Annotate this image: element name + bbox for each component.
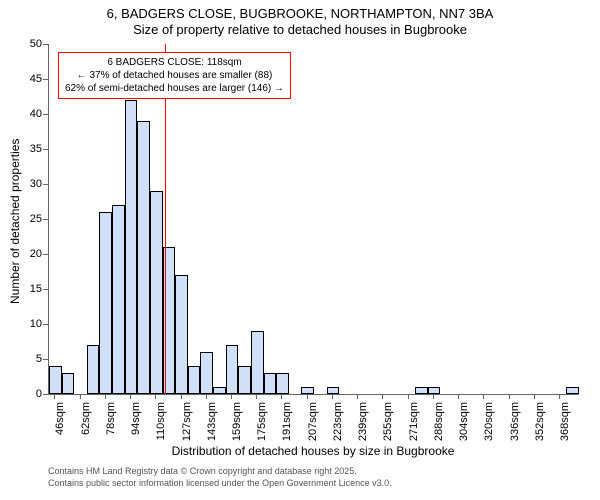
x-tick: [534, 394, 535, 399]
y-tick-label: 5: [20, 353, 42, 365]
histogram-bar: [213, 387, 226, 394]
chart-title-main: 6, BADGERS CLOSE, BUGBROOKE, NORTHAMPTON…: [0, 6, 600, 21]
x-tick-label: 46sqm: [54, 402, 66, 452]
y-tick: [43, 79, 48, 80]
x-tick: [155, 394, 156, 399]
y-tick: [43, 289, 48, 290]
histogram-bar: [226, 345, 239, 394]
histogram-bar: [49, 366, 62, 394]
y-tick: [43, 184, 48, 185]
x-tick: [206, 394, 207, 399]
x-tick: [281, 394, 282, 399]
histogram-bar: [327, 387, 340, 394]
annotation-line: ← 37% of detached houses are smaller (88…: [65, 69, 284, 82]
x-tick-label: 239sqm: [357, 402, 369, 452]
y-tick: [43, 44, 48, 45]
histogram-bar: [238, 366, 251, 394]
histogram-bar: [137, 121, 150, 394]
x-tick-label: 336sqm: [509, 402, 521, 452]
y-tick-label: 30: [20, 178, 42, 190]
x-tick: [181, 394, 182, 399]
x-tick-label: 288sqm: [433, 402, 445, 452]
histogram-bar: [99, 212, 112, 394]
y-tick-label: 35: [20, 143, 42, 155]
x-tick-label: 159sqm: [231, 402, 243, 452]
x-tick: [54, 394, 55, 399]
x-tick: [433, 394, 434, 399]
annotation-line: 6 BADGERS CLOSE: 118sqm: [65, 56, 284, 69]
histogram-bar: [251, 331, 264, 394]
y-tick: [43, 324, 48, 325]
x-tick: [483, 394, 484, 399]
x-tick-label: 191sqm: [281, 402, 293, 452]
y-tick-label: 25: [20, 213, 42, 225]
x-tick-label: 304sqm: [458, 402, 470, 452]
x-tick: [130, 394, 131, 399]
y-tick-label: 45: [20, 73, 42, 85]
x-tick-label: 207sqm: [307, 402, 319, 452]
histogram-bar: [125, 100, 138, 394]
x-tick: [458, 394, 459, 399]
histogram-bar: [301, 387, 314, 394]
x-tick-label: 320sqm: [483, 402, 495, 452]
y-tick-label: 20: [20, 248, 42, 260]
x-tick-label: 368sqm: [559, 402, 571, 452]
x-tick: [357, 394, 358, 399]
x-tick-label: 271sqm: [408, 402, 420, 452]
y-tick-label: 50: [20, 38, 42, 50]
x-tick-label: 110sqm: [155, 402, 167, 452]
x-tick-label: 255sqm: [382, 402, 394, 452]
x-tick: [307, 394, 308, 399]
histogram-bar: [175, 275, 188, 394]
x-tick: [408, 394, 409, 399]
annotation-box: 6 BADGERS CLOSE: 118sqm ← 37% of detache…: [58, 52, 291, 99]
y-tick-label: 15: [20, 283, 42, 295]
footer-line: Contains HM Land Registry data © Crown c…: [48, 466, 392, 478]
y-tick-label: 10: [20, 318, 42, 330]
y-tick: [43, 219, 48, 220]
y-tick: [43, 394, 48, 395]
x-tick: [231, 394, 232, 399]
x-tick-label: 223sqm: [332, 402, 344, 452]
histogram-bar: [150, 191, 163, 394]
y-tick: [43, 254, 48, 255]
histogram-bar: [188, 366, 201, 394]
x-tick-label: 175sqm: [256, 402, 268, 452]
histogram-bar: [264, 373, 277, 394]
chart-title-sub: Size of property relative to detached ho…: [0, 22, 600, 37]
x-tick: [332, 394, 333, 399]
footer-line: Contains public sector information licen…: [48, 478, 392, 490]
x-tick-label: 352sqm: [534, 402, 546, 452]
x-tick: [105, 394, 106, 399]
y-tick: [43, 114, 48, 115]
histogram-bar: [87, 345, 100, 394]
x-tick-label: 78sqm: [105, 402, 117, 452]
x-tick-label: 94sqm: [130, 402, 142, 452]
histogram-bar: [112, 205, 125, 394]
chart-container: 6, BADGERS CLOSE, BUGBROOKE, NORTHAMPTON…: [0, 0, 600, 500]
histogram-bar: [566, 387, 579, 394]
y-tick-label: 40: [20, 108, 42, 120]
x-tick-label: 62sqm: [80, 402, 92, 452]
x-tick-label: 143sqm: [206, 402, 218, 452]
x-tick: [509, 394, 510, 399]
y-tick: [43, 359, 48, 360]
histogram-bar: [428, 387, 441, 394]
y-tick: [43, 149, 48, 150]
annotation-line: 62% of semi-detached houses are larger (…: [65, 82, 284, 95]
x-tick: [382, 394, 383, 399]
y-tick-label: 0: [20, 388, 42, 400]
x-tick-label: 127sqm: [181, 402, 193, 452]
histogram-bar: [276, 373, 289, 394]
histogram-bar: [415, 387, 428, 394]
x-tick: [559, 394, 560, 399]
footer-attribution: Contains HM Land Registry data © Crown c…: [48, 466, 392, 489]
histogram-bar: [200, 352, 213, 394]
histogram-bar: [62, 373, 75, 394]
x-tick: [256, 394, 257, 399]
x-tick: [80, 394, 81, 399]
